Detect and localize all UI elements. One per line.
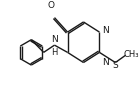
Text: H: H: [51, 48, 58, 57]
Text: S: S: [113, 61, 119, 70]
Text: N: N: [102, 58, 109, 67]
Text: O: O: [48, 1, 55, 10]
Text: CH₃: CH₃: [124, 50, 139, 59]
Text: N: N: [51, 35, 58, 44]
Text: N: N: [102, 26, 109, 35]
